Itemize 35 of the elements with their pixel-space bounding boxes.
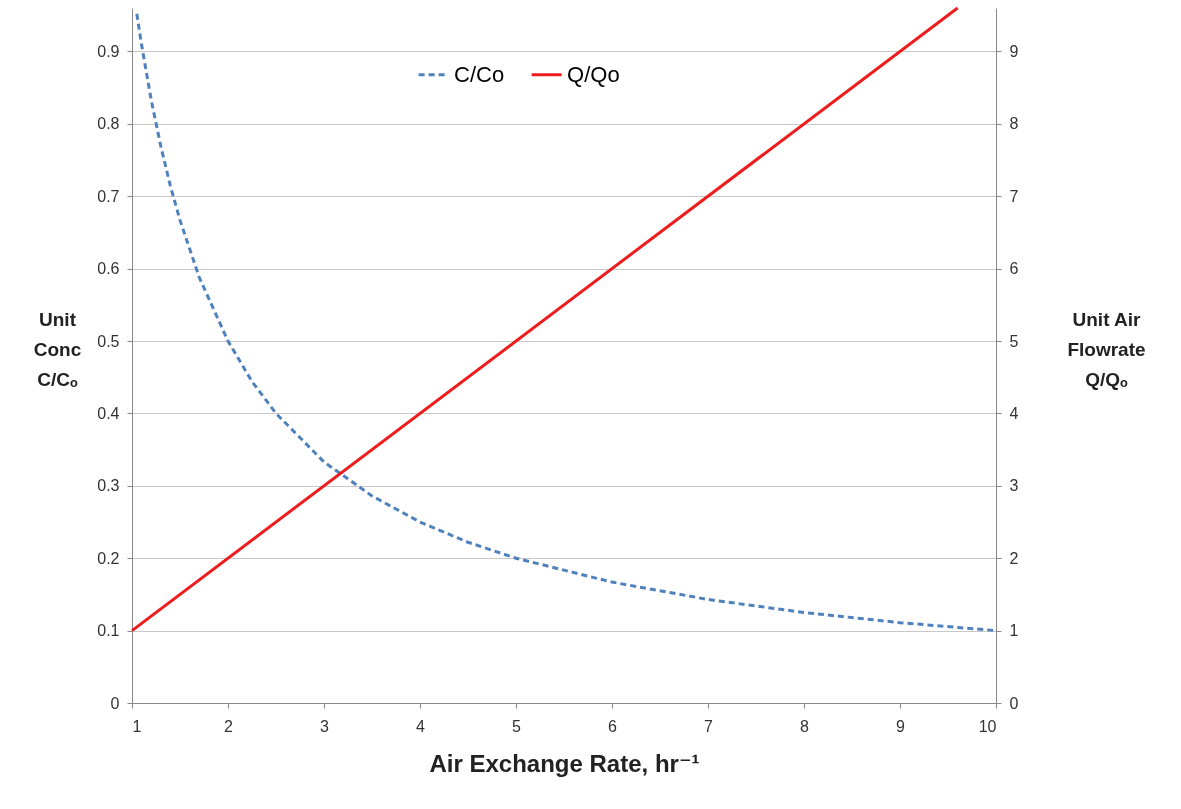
x-tick-label: 7	[704, 717, 714, 735]
y-tick-label: 0.2	[97, 549, 120, 567]
y2-tick-label: 5	[1009, 332, 1019, 350]
y-tick-label: 0.4	[97, 404, 120, 422]
y2-tick-label: 9	[1009, 42, 1019, 60]
y2-tick-label: 2	[1009, 549, 1019, 567]
y-tick-label: 0.7	[97, 187, 120, 205]
y2-tick-label: 7	[1009, 187, 1019, 205]
x-tick-label: 6	[608, 717, 618, 735]
y2-tick-label: 1	[1009, 622, 1019, 640]
x-tick-label: 8	[800, 717, 810, 735]
y-tick-label: 0.5	[97, 332, 120, 350]
y-tick-label: 0.3	[97, 477, 120, 495]
y-axis-title: Unit Conc C/Cₒ	[33, 309, 82, 390]
y2-tick-label: 0	[1009, 694, 1019, 712]
x-tick-label: 9	[896, 717, 906, 735]
y-tick-label: 0.1	[97, 622, 120, 640]
y-tick-label: 0.8	[97, 115, 120, 133]
y2-tick-label: 6	[1009, 260, 1019, 278]
legend-label: C/Co	[454, 61, 505, 87]
y2-axis-title: Unit Air Flowrate Q/Qₒ	[1067, 309, 1146, 390]
legend-label: Q/Qo	[567, 61, 620, 87]
x-tick-label: 4	[416, 717, 426, 735]
x-axis-title: Air Exchange Rate, hr⁻¹	[429, 749, 700, 777]
x-tick-label: 10	[978, 717, 997, 735]
x-tick-label: 1	[132, 717, 142, 735]
x-tick-label: 5	[512, 717, 522, 735]
x-tick-label: 3	[320, 717, 330, 735]
y-tick-label: 0.6	[97, 260, 120, 278]
y2-tick-label: 8	[1009, 115, 1019, 133]
y-tick-label: 0.9	[97, 42, 120, 60]
y2-tick-label: 4	[1009, 404, 1019, 422]
y-tick-label: 0	[110, 694, 120, 712]
x-tick-label: 2	[224, 717, 234, 735]
y2-tick-label: 3	[1009, 477, 1019, 495]
